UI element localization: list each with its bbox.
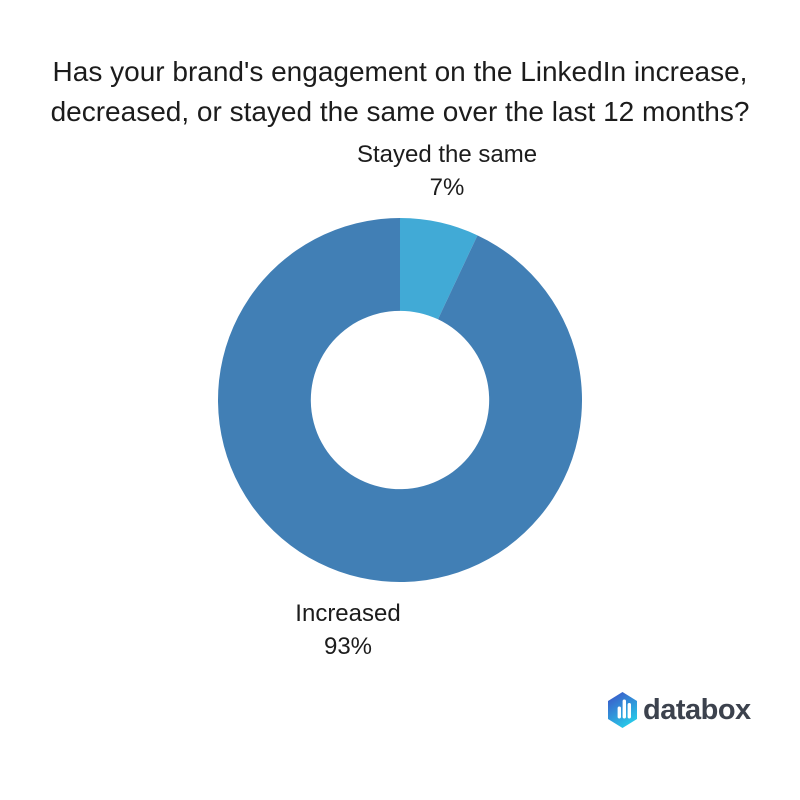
databox-logo: databox xyxy=(608,692,751,728)
bar-chart-glyph-icon xyxy=(617,699,631,719)
donut-chart xyxy=(218,218,582,582)
databox-hexagon-icon xyxy=(608,692,637,728)
chart-title: Has your brand's engagement on the Linke… xyxy=(0,52,800,132)
chart-title-line2: decreased, or stayed the same over the l… xyxy=(50,96,750,127)
slice-label-increased-name: Increased xyxy=(295,600,401,627)
donut-slice-increased xyxy=(218,218,582,582)
slice-label-stayed-name: Stayed the same xyxy=(356,141,538,168)
chart-title-line1: Has your brand's engagement on the Linke… xyxy=(52,56,748,87)
slice-label-increased: Increased 93% xyxy=(295,597,400,663)
databox-logo-text: databox xyxy=(643,693,751,726)
slice-label-increased-pct: 93% xyxy=(323,633,373,660)
slice-label-stayed-the-same: Stayed the same 7% xyxy=(357,138,537,204)
donut-slice-stayed-the-same xyxy=(400,218,478,320)
hexagon-shape xyxy=(608,692,637,728)
slice-label-stayed-pct: 7% xyxy=(429,174,465,201)
